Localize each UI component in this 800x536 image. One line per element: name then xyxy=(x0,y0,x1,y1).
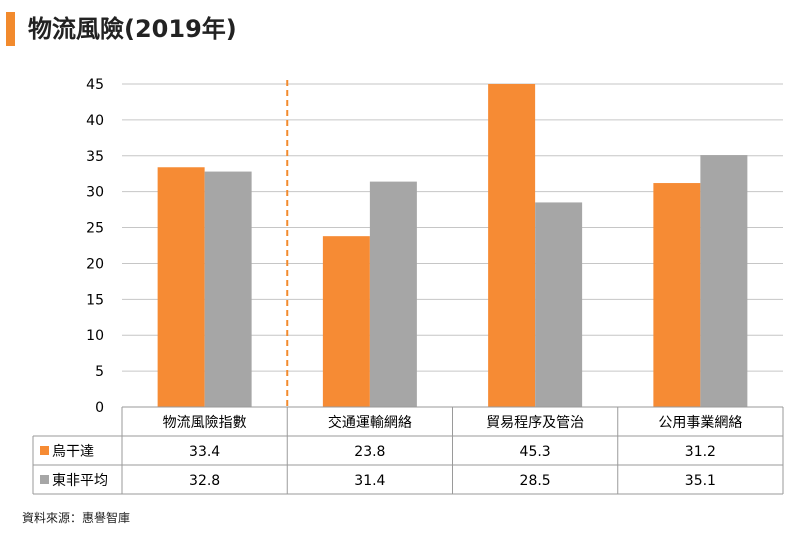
data-label: 23.8 xyxy=(354,444,385,460)
data-label: 35.1 xyxy=(685,473,716,489)
y-tick-label: 40 xyxy=(86,113,104,129)
y-tick-label: 15 xyxy=(86,292,104,308)
y-tick-label: 30 xyxy=(86,185,104,201)
title-accent-bar xyxy=(6,12,15,46)
data-label: 33.4 xyxy=(189,444,220,460)
y-tick-label: 5 xyxy=(95,364,104,380)
data-label: 32.8 xyxy=(189,473,220,489)
x-category-label: 公用事業網絡 xyxy=(658,415,742,431)
x-category-label: 交通運輸網絡 xyxy=(328,414,412,431)
x-category-label: 貿易程序及管治 xyxy=(486,415,584,431)
legend-label: 東非平均 xyxy=(52,473,108,489)
data-label: 28.5 xyxy=(520,473,551,489)
data-label: 45.3 xyxy=(520,444,551,460)
legend-key xyxy=(40,446,49,455)
bar xyxy=(322,236,370,407)
y-tick-label: 20 xyxy=(86,256,104,272)
bar xyxy=(369,181,417,407)
y-tick-label: 0 xyxy=(95,400,104,416)
y-tick-label: 25 xyxy=(86,221,104,237)
bar xyxy=(535,202,583,407)
x-category-label: 物流風險指數 xyxy=(163,415,247,431)
data-label: 31.2 xyxy=(685,444,716,460)
legend-label: 烏干達 xyxy=(52,443,94,460)
y-tick-label: 45 xyxy=(86,77,104,93)
y-tick-label: 10 xyxy=(86,328,104,344)
chart-title: 物流風險(2019年) xyxy=(28,15,237,43)
bar xyxy=(157,167,205,407)
source-note: 資料來源：惠譽智庫 xyxy=(22,511,131,525)
bar xyxy=(488,84,536,407)
bar xyxy=(204,171,252,407)
legend-key xyxy=(40,475,49,484)
bar xyxy=(653,183,701,407)
y-tick-label: 35 xyxy=(86,149,104,165)
data-label: 31.4 xyxy=(354,473,385,489)
bar xyxy=(700,155,748,407)
